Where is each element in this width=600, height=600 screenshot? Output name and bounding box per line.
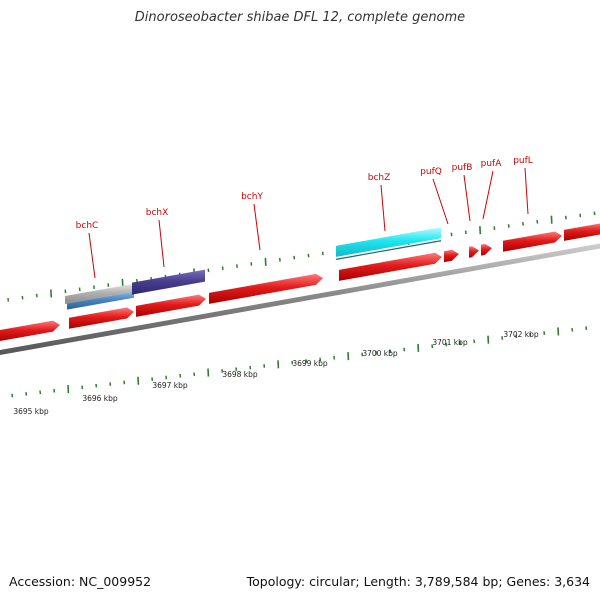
kbp-label: 3696 kbp	[82, 394, 118, 403]
leader-line	[432, 178, 449, 225]
leader-line	[253, 203, 261, 251]
gene-arrow	[444, 249, 459, 263]
kbp-label: 3702 kbp	[503, 330, 539, 339]
gene-arrow	[0, 320, 60, 342]
gene-label-pufa: pufA	[481, 159, 503, 169]
gene-label-bchz: bchZ	[368, 173, 391, 183]
kbp-label: 3699 kbp	[292, 359, 328, 368]
gene-arrow	[69, 307, 134, 329]
gene-arrow	[469, 246, 479, 258]
backbone-line	[0, 243, 600, 356]
leader-line	[380, 184, 386, 232]
map-title: Dinoroseobacter shibae DFL 12, complete …	[134, 10, 466, 25]
feature-bar	[67, 291, 134, 310]
kbp-label: 3695 kbp	[13, 407, 49, 416]
feature-underline	[335, 240, 442, 260]
feature-track	[65, 227, 442, 310]
kbp-label: 3697 kbp	[152, 381, 188, 390]
gene-label-pufb: pufB	[452, 163, 473, 173]
kbp-labels: 3695 kbp 3696 kbp 3697 kbp 3698 kbp 3699 kbp…	[13, 330, 539, 416]
gene-label-pufl: pufL	[513, 156, 533, 166]
leader-line	[482, 170, 494, 220]
gene-arrow	[503, 231, 562, 252]
leader-line	[463, 174, 471, 222]
feature-bar	[132, 269, 205, 295]
gene-label-bchc: bchC	[76, 221, 99, 231]
kbp-label: 3698 kbp	[222, 370, 258, 379]
leader-line	[524, 167, 529, 215]
leader-line	[158, 219, 165, 268]
gene-track	[0, 223, 600, 342]
kbp-label: 3701 kbp	[432, 338, 468, 347]
gene-arrow	[564, 223, 600, 241]
genome-backbone	[0, 243, 600, 356]
lower-tick-track	[11, 326, 588, 398]
gene-arrow	[136, 294, 206, 317]
gene-labels: bchC bchX bchY bchZ pufQ pufB pufA pufL	[76, 156, 533, 231]
gene-label-pufq: pufQ	[420, 167, 442, 177]
kbp-label: 3700 kbp	[362, 349, 398, 358]
gene-label-bchy: bchY	[241, 192, 263, 202]
gene-arrow	[339, 252, 442, 281]
gene-arrow	[209, 273, 323, 304]
accession-text: Accession: NC_009952	[9, 574, 152, 589]
topology-text: Topology: circular; Length: 3,789,584 bp…	[246, 574, 590, 589]
gene-arrow	[481, 243, 492, 256]
gene-label-bchx: bchX	[146, 208, 169, 218]
leader-line	[88, 232, 96, 279]
feature-bar	[65, 283, 134, 304]
feature-bar	[336, 227, 441, 257]
label-leader-lines	[88, 167, 529, 279]
